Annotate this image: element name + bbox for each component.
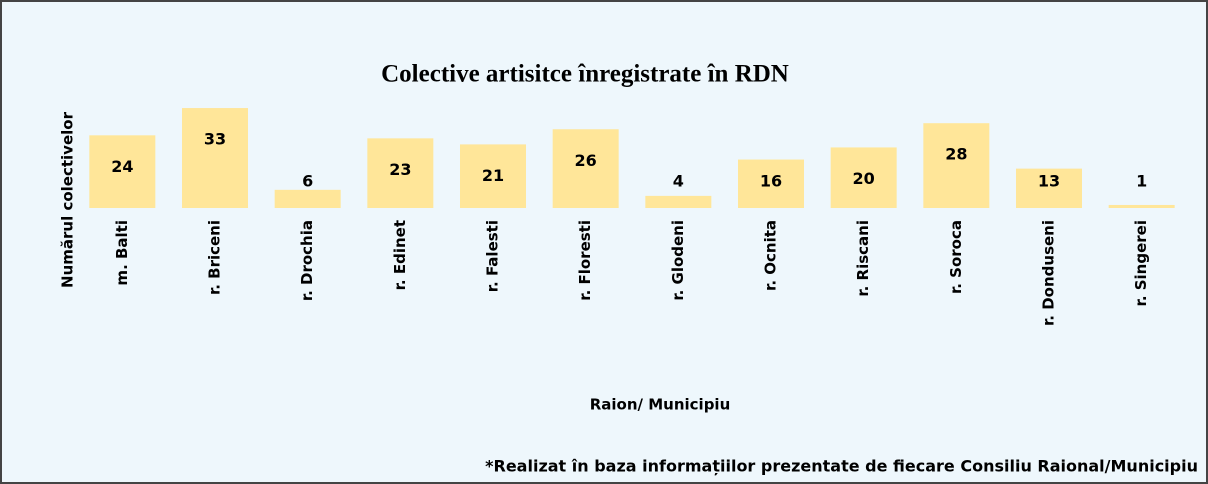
value-label: 24: [111, 157, 133, 176]
x-tick-label: r. Falesti: [484, 220, 502, 292]
value-label: 4: [673, 172, 684, 191]
value-label: 13: [1038, 172, 1060, 191]
y-axis-title: Numărul colectivelor: [59, 111, 77, 288]
value-label: 33: [204, 130, 226, 149]
bar: [830, 147, 897, 208]
x-tick-label: r. Donduseni: [1040, 220, 1058, 326]
bar: [182, 108, 248, 208]
bar: [1016, 168, 1082, 208]
value-label: 28: [945, 145, 967, 164]
x-tick-label: r. Floresti: [576, 220, 594, 301]
value-label: 1: [1136, 172, 1147, 191]
x-tick-label: r. Glodeni: [669, 220, 687, 301]
bar: [460, 144, 526, 208]
value-label: 21: [482, 166, 504, 185]
footnote: *Realizat în baza informațiilor prezenta…: [485, 457, 1198, 476]
bar: [645, 195, 712, 208]
x-tick-label: r. Edinet: [391, 220, 409, 290]
value-label: 20: [853, 169, 875, 188]
x-tick-label: r. Singerei: [1132, 220, 1150, 306]
bar: [923, 123, 990, 208]
x-tick-label: r. Briceni: [206, 220, 224, 295]
x-tick-label: r. Drochia: [298, 220, 316, 301]
bar: [738, 159, 804, 208]
bar: [89, 135, 156, 208]
value-label: 16: [760, 172, 782, 191]
bar: [1108, 204, 1175, 208]
x-tick-label: m. Balti: [113, 220, 131, 286]
value-label: 23: [389, 160, 411, 179]
bar: [552, 129, 619, 208]
x-tick-label: r. Soroca: [947, 220, 965, 294]
value-label: 26: [575, 151, 597, 170]
bar: [367, 138, 434, 208]
chart-title: Colective artisitce înregistrate în RDN: [381, 61, 789, 88]
value-label: 6: [302, 172, 313, 191]
x-axis-title: Raion/ Municipiu: [590, 396, 731, 414]
x-tick-label: r. Riscani: [854, 220, 872, 297]
bar: [274, 189, 341, 208]
x-tick-label: r. Ocnita: [762, 220, 780, 291]
